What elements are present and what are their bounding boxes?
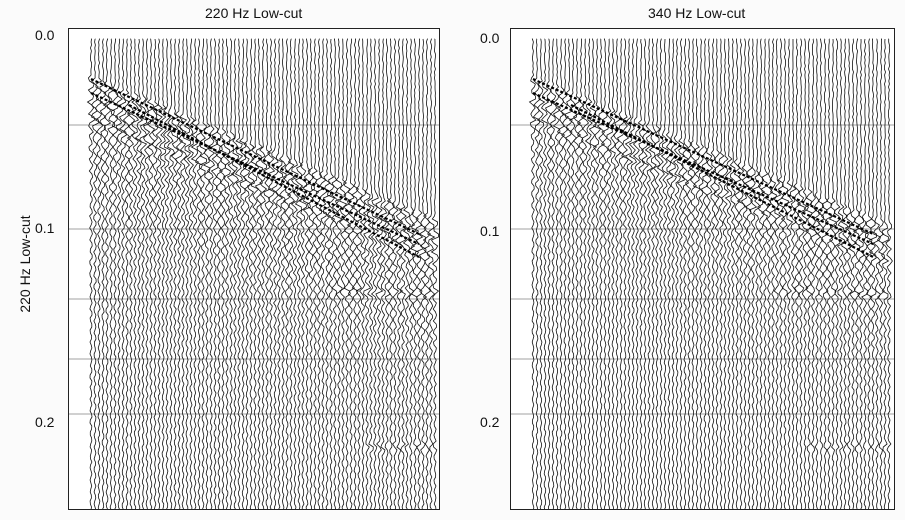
- panel-title-right: 340 Hz Low-cut: [648, 5, 746, 21]
- tick-0.1-right: 0.1: [480, 223, 500, 239]
- tick-0.0-right: 0.0: [480, 30, 500, 46]
- tick-0.0-left: 0.0: [35, 27, 55, 43]
- tick-0.2-left: 0.2: [35, 414, 55, 430]
- y-axis-label: 220 Hz Low-cut: [17, 215, 33, 313]
- tick-0.1-left: 0.1: [35, 220, 55, 236]
- panel-title-left: 220 Hz Low-cut: [205, 5, 303, 21]
- tick-0.2-right: 0.2: [480, 414, 500, 430]
- seismic-traces-right: [511, 38, 894, 509]
- seismogram-panel-right: [510, 28, 895, 510]
- seismogram-panel-left: [68, 28, 440, 510]
- seismic-traces-left: [69, 38, 439, 509]
